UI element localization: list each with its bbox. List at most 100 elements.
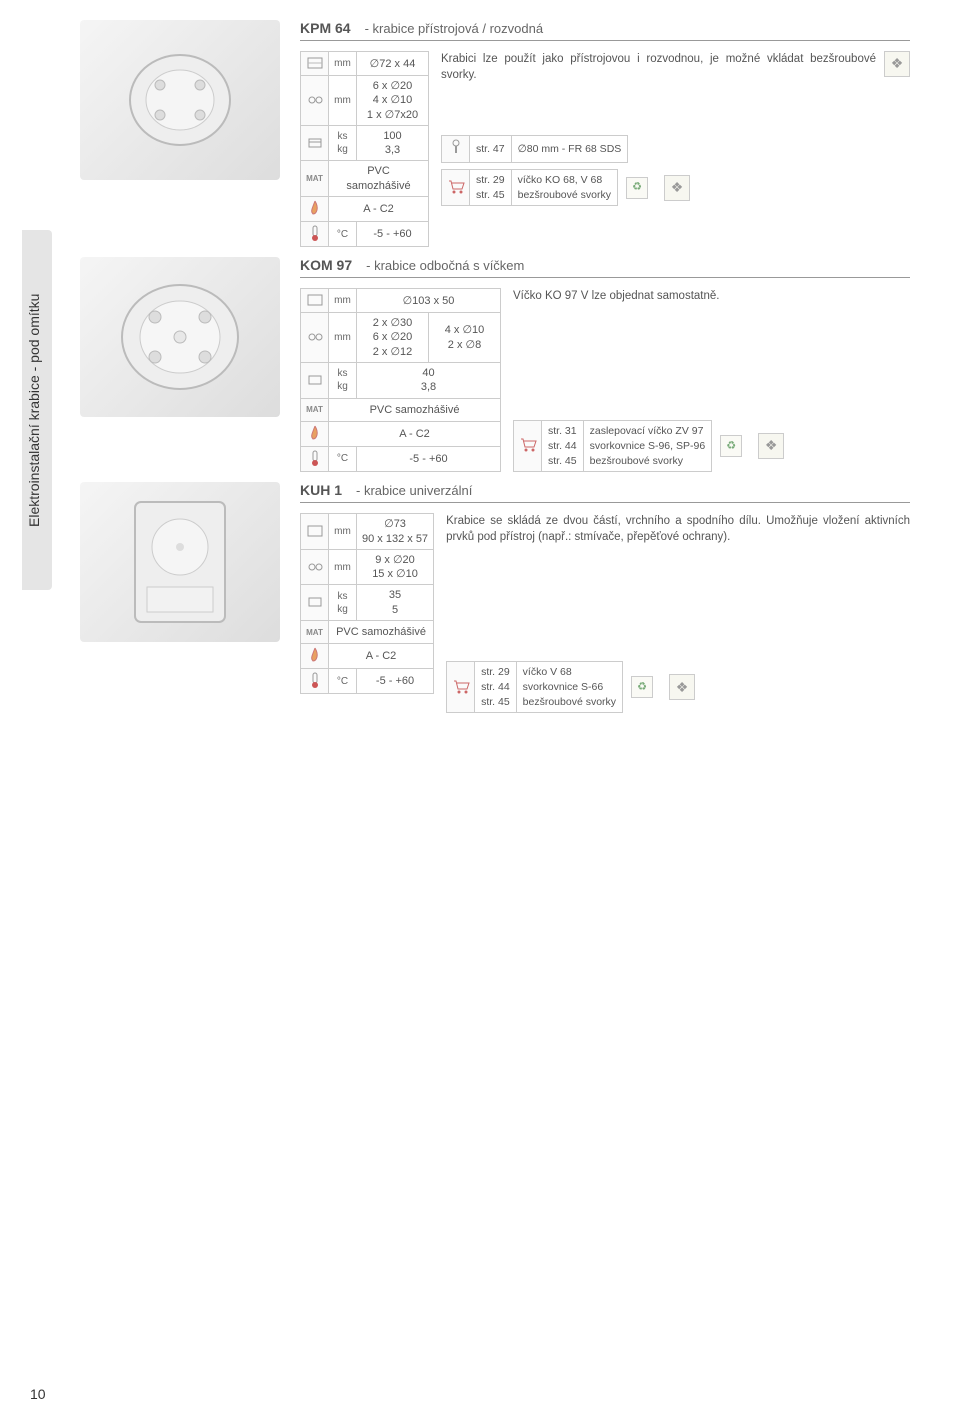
flame-icon (305, 646, 325, 664)
cart-icon (446, 177, 466, 195)
spec-row-fire: A - C2 (301, 421, 501, 446)
ref-text: ∅80 mm - FR 68 SDS (511, 136, 628, 163)
spec-fire: A - C2 (329, 421, 501, 446)
ref-pages: str. 31 str. 44 str. 45 (542, 421, 584, 472)
thermometer-icon (305, 671, 325, 689)
product-columns: mm ∅103 x 50 mm 2 x ∅30 6 x ∅20 2 x ∅12 … (300, 288, 910, 472)
description-column: Krabice se skládá ze dvou částí, vrchníh… (446, 513, 910, 713)
flame-icon (305, 424, 325, 442)
spec-row-qty: kskg 355 (301, 585, 434, 621)
material-icon: MAT (305, 401, 325, 419)
ref-pages: str. 29 str. 44 str. 45 (475, 662, 517, 713)
ref-table: str. 47 ∅80 mm - FR 68 SDS (441, 135, 628, 163)
dimension-icon (305, 54, 325, 72)
spec-material: PVC samozhášivé (329, 398, 501, 421)
ref-text: víčko V 68 svorkovnice S-66 bezšroubové … (516, 662, 622, 713)
product-kom97: KOM 97 - krabice odbočná s víčkem mm ∅10… (80, 257, 910, 472)
product-photo (80, 257, 280, 417)
spec-material: PVC samozhášivé (329, 161, 429, 197)
box-rect-icon (125, 492, 235, 632)
package-icon (305, 371, 325, 389)
spec-row-dim1: mm ∅73 90 x 132 x 57 (301, 514, 434, 550)
box-round-icon (120, 45, 240, 155)
dimension-icon (305, 291, 325, 309)
dimension-icon (305, 522, 325, 540)
description-column: Víčko KO 97 V lze objednat samostatně. s… (513, 288, 910, 472)
eco-badge-icon: ❖ (664, 175, 690, 201)
ref-pages: str. 47 (470, 136, 512, 163)
spec-row-qty: kskg 403,8 (301, 362, 501, 398)
spec-qty: 403,8 (357, 362, 501, 398)
page-number: 10 (30, 1386, 46, 1402)
cart-icon (451, 677, 471, 695)
spec-row-temp: °C -5 - +60 (301, 669, 434, 694)
ref-pages: str. 29 str. 45 (470, 169, 512, 205)
box-round-large-icon (115, 277, 245, 397)
spec-table: mm ∅72 x 44 mm 6 x ∅20 4 x ∅10 1 x ∅7x20 (300, 51, 429, 247)
unit-mm: mm (329, 52, 357, 76)
spec-row-temp: °C -5 - +60 (301, 222, 429, 247)
spec-row-material: MAT PVC samozhášivé (301, 161, 429, 197)
unit-mm: mm (329, 549, 357, 585)
tool-icon (446, 138, 466, 156)
spec-dim2: 6 x ∅20 4 x ∅10 1 x ∅7x20 (357, 76, 429, 126)
spec-dim2b: 4 x ∅10 2 x ∅8 (429, 313, 501, 363)
unit-ks-kg: kskg (329, 362, 357, 398)
product-code: KPM 64 (300, 20, 351, 36)
eco-badge-icon: ❖ (884, 51, 910, 77)
eco-icon: ♻ (626, 177, 648, 199)
spec-row-dim1: mm ∅103 x 50 (301, 289, 501, 313)
product-intro: Víčko KO 97 V lze objednat samostatně. (513, 288, 910, 304)
product-desc: - krabice odbočná s víčkem (366, 258, 524, 273)
spec-dim1: ∅103 x 50 (357, 289, 501, 313)
unit-mm: mm (329, 289, 357, 313)
thermometer-icon (305, 224, 325, 242)
spec-row-material: MAT PVC samozhášivé (301, 398, 501, 421)
unit-ks-kg: kskg (329, 585, 357, 621)
ref-table: str. 29 str. 45 víčko KO 68, V 68 bezšro… (441, 169, 618, 206)
ref-table: str. 29 str. 44 str. 45 víčko V 68 svork… (446, 661, 623, 713)
spec-fire: A - C2 (329, 197, 429, 222)
unit-mm: mm (329, 313, 357, 363)
knockout-icon (305, 328, 325, 346)
description-column: ❖ Krabici lze použít jako přístrojovou i… (441, 51, 910, 206)
spec-column: mm ∅72 x 44 mm 6 x ∅20 4 x ∅10 1 x ∅7x20 (300, 51, 429, 247)
spec-temp: -5 - +60 (357, 222, 429, 247)
ref-table: str. 31 str. 44 str. 45 zaslepovací víčk… (513, 420, 712, 472)
product-desc: - krabice přístrojová / rozvodná (365, 21, 543, 36)
spec-dim1: ∅72 x 44 (357, 52, 429, 76)
product-kuh1: KUH 1 - krabice univerzální mm ∅73 90 x … (80, 482, 910, 713)
spec-temp: -5 - +60 (357, 446, 501, 471)
ref-text: víčko KO 68, V 68 bezšroubové svorky (511, 169, 617, 205)
spec-dim2a: 2 x ∅30 6 x ∅20 2 x ∅12 (357, 313, 429, 363)
product-title-row: KUH 1 - krabice univerzální (300, 482, 910, 503)
unit-mm: mm (329, 514, 357, 550)
eco-icon: ♻ (631, 676, 653, 698)
unit-degc: °C (329, 222, 357, 247)
eco-badge-icon: ❖ (669, 674, 695, 700)
ref-row-tool: str. 47 ∅80 mm - FR 68 SDS (441, 135, 910, 163)
product-code: KOM 97 (300, 257, 352, 273)
ref-row-cart: str. 29 str. 44 str. 45 víčko V 68 svork… (446, 661, 910, 713)
material-icon: MAT (305, 623, 325, 641)
flame-icon (305, 199, 325, 217)
product-photo (80, 482, 280, 642)
product-kpm64: KPM 64 - krabice přístrojová / rozvodná … (80, 20, 910, 247)
spec-table: mm ∅73 90 x 132 x 57 mm 9 x ∅20 15 x ∅10 (300, 513, 434, 694)
product-photo (80, 20, 280, 180)
spec-temp: -5 - +60 (357, 669, 434, 694)
unit-degc: °C (329, 446, 357, 471)
knockout-icon (305, 558, 325, 576)
product-intro: Krabici lze použít jako přístrojovou i r… (441, 51, 910, 83)
product-code: KUH 1 (300, 482, 342, 498)
product-title-row: KPM 64 - krabice přístrojová / rozvodná (300, 20, 910, 41)
product-content: KPM 64 - krabice přístrojová / rozvodná … (300, 20, 910, 247)
spec-row-dim1: mm ∅72 x 44 (301, 52, 429, 76)
spec-material: PVC samozhášivé (329, 621, 434, 644)
spec-column: mm ∅73 90 x 132 x 57 mm 9 x ∅20 15 x ∅10 (300, 513, 434, 694)
ref-text: zaslepovací víčko ZV 97 svorkovnice S-96… (583, 421, 712, 472)
knockout-icon (305, 91, 325, 109)
spec-dim2: 9 x ∅20 15 x ∅10 (357, 549, 434, 585)
spec-row-dim2: mm 2 x ∅30 6 x ∅20 2 x ∅12 4 x ∅10 2 x ∅… (301, 313, 501, 363)
product-columns: mm ∅72 x 44 mm 6 x ∅20 4 x ∅10 1 x ∅7x20 (300, 51, 910, 247)
